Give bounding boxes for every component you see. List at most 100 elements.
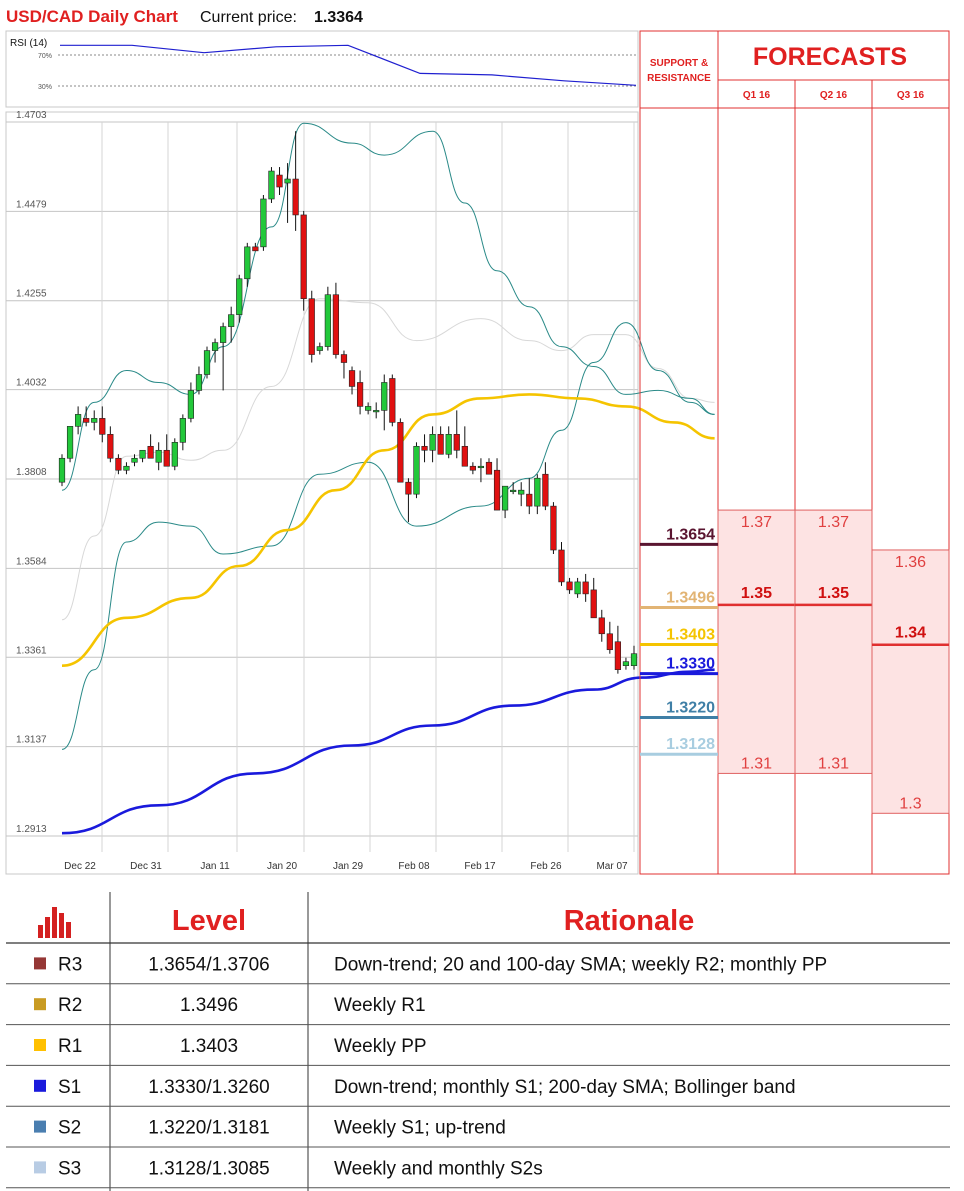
candle — [292, 131, 299, 231]
candle — [123, 462, 130, 475]
y-axis-ticks: 1.4703 1.4479 1.4255 1.4032 1.3808 1.3584 1.33… — [16, 110, 47, 835]
forecast-low-label: 1.3 — [899, 795, 921, 812]
level-color-swatch — [34, 1039, 46, 1051]
forecast-range-box — [871, 549, 950, 814]
candle — [179, 414, 186, 451]
candle — [316, 342, 323, 355]
candle — [622, 657, 630, 670]
table-row: R1 1.3403 Weekly PP — [6, 1036, 950, 1066]
x-tick-label: Jan 20 — [267, 861, 297, 872]
candle — [429, 426, 436, 463]
current-price-label: Current price: — [200, 9, 297, 26]
forecast-range-box — [717, 509, 796, 774]
level-value: 1.3403 — [180, 1036, 238, 1057]
candle — [445, 426, 452, 459]
rsi-panel — [5, 30, 639, 108]
candle — [413, 442, 420, 499]
candle — [163, 434, 170, 467]
candle — [252, 242, 259, 252]
forecast-mid-label: 1.34 — [895, 625, 926, 642]
sr-level-label: 1.3403 — [666, 627, 715, 644]
x-tick-label: Jan 29 — [333, 861, 363, 872]
forecast-period-label: Q2 16 — [820, 90, 848, 101]
forecast-low-label: 1.31 — [741, 755, 772, 772]
x-axis-ticks: Dec 22 Dec 31 Jan 11 Jan 20 Jan 29 Feb 08 Feb … — [64, 861, 628, 872]
candle — [187, 382, 195, 423]
candle — [139, 449, 146, 463]
sma-yellow-line — [61, 393, 715, 667]
table-row: S2 1.3220/1.3181 Weekly S1; up-trend — [6, 1118, 950, 1148]
forecast-period-label: Q1 16 — [743, 90, 771, 101]
candle — [83, 406, 90, 427]
rsi-line — [60, 44, 637, 86]
level-name: R3 — [58, 954, 82, 975]
rsi-level-70: 70% — [38, 53, 52, 60]
candle — [437, 426, 444, 455]
indicator-lines — [61, 122, 715, 835]
candle — [477, 458, 485, 483]
forecast-low-label: 1.31 — [818, 755, 849, 772]
candle — [348, 366, 356, 395]
candle — [356, 370, 364, 415]
support-resistance-header: SUPPORT & RESISTANCE — [647, 58, 711, 84]
x-tick-label: Dec 22 — [64, 861, 96, 872]
level-rationale: Weekly R1 — [334, 995, 426, 1016]
candle — [99, 406, 106, 443]
level-rationale: Weekly PP — [334, 1036, 427, 1057]
candle — [211, 338, 219, 363]
candle — [461, 426, 468, 467]
candle — [203, 346, 211, 379]
candle — [614, 625, 621, 674]
level-value: 1.3496 — [180, 995, 238, 1016]
bar-chart-icon — [38, 907, 71, 938]
candle — [276, 167, 283, 195]
bollinger-band-line — [61, 322, 715, 750]
candle — [501, 485, 509, 519]
sr-level-label: 1.3330 — [666, 656, 715, 673]
level-rationale: Down-trend; monthly S1; 200-day SMA; Bol… — [334, 1077, 796, 1098]
table-row: S1 1.3330/1.3260 Down-trend; monthly S1; 2… — [6, 1077, 950, 1107]
rsi-title: RSI (14) — [10, 38, 47, 49]
level-name: S3 — [58, 1158, 81, 1179]
forecast-high-label: 1.36 — [895, 554, 926, 571]
candle — [300, 210, 307, 311]
candle — [195, 366, 203, 395]
level-color-swatch — [34, 957, 46, 970]
candle — [574, 577, 581, 598]
candle — [550, 502, 557, 554]
x-tick-label: Mar 07 — [596, 861, 628, 872]
candle — [590, 577, 597, 619]
candle — [75, 406, 82, 435]
level-rationale: Weekly S1; up-trend — [334, 1118, 506, 1139]
candle — [421, 434, 428, 463]
candle — [284, 163, 291, 223]
forecast-mid-label: 1.35 — [741, 585, 772, 602]
candle — [115, 454, 122, 475]
candle — [381, 374, 388, 431]
level-color-swatch — [34, 1079, 46, 1092]
y-tick-label: 1.2913 — [16, 824, 47, 835]
sr-level-label: 1.3220 — [666, 700, 715, 717]
candle — [66, 426, 74, 463]
candle — [582, 573, 589, 602]
table-rows: R3 1.3654/1.3706 Down-trend; 20 and 100-da… — [6, 942, 950, 1189]
level-value: 1.3220/1.3181 — [148, 1118, 270, 1139]
chart-area: USD/CAD Daily Chart Current price: 1.336… — [5, 7, 950, 875]
current-price-value: 1.3364 — [314, 9, 363, 26]
y-tick-label: 1.4479 — [16, 199, 47, 210]
level-column-header: Level — [172, 905, 246, 937]
forecast-panel: SUPPORT & RESISTANCE FORECASTS Q1 16 1.37 1… — [639, 30, 950, 875]
level-name: S2 — [58, 1118, 81, 1139]
candle — [534, 474, 541, 515]
candle — [469, 462, 476, 475]
candle — [518, 482, 525, 507]
level-color-swatch — [34, 998, 46, 1011]
chart-title: USD/CAD Daily Chart — [6, 7, 178, 26]
candle — [485, 458, 493, 475]
forecast-mid-label: 1.35 — [818, 585, 849, 602]
sma-blue-line — [61, 668, 715, 835]
x-tick-label: Feb 08 — [398, 861, 430, 872]
y-tick-label: 1.3361 — [16, 645, 47, 656]
candle — [558, 542, 565, 586]
candle — [171, 438, 178, 471]
